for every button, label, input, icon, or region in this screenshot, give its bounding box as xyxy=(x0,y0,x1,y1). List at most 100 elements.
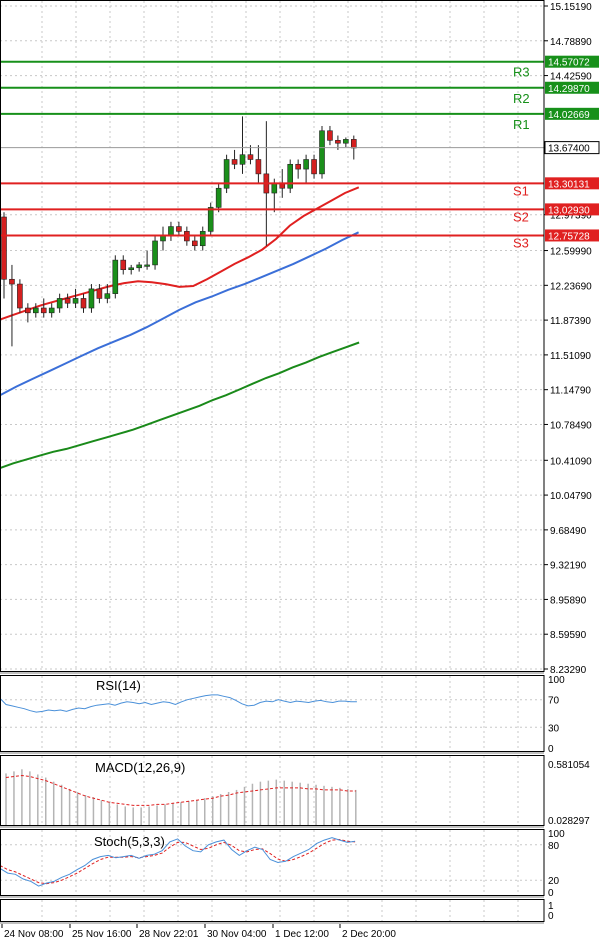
level-price-label: 13.30131 xyxy=(548,179,590,190)
time-axis: 24 Nov 08:00 25 Nov 16:00 28 Nov 22:01 30 N… xyxy=(0,672,544,940)
level-name-label: R2 xyxy=(513,91,530,106)
candle-bull xyxy=(88,288,95,309)
candle-bear xyxy=(40,307,47,314)
rsi-axis-label: 100 xyxy=(548,675,565,686)
candle-bull xyxy=(199,231,206,247)
price-axis-label: 9.68490 xyxy=(550,526,587,537)
candle-bear xyxy=(176,226,182,232)
rsi-line xyxy=(0,694,357,713)
extra-axis-label-top: 1 xyxy=(548,901,554,912)
extra-panel: 10 xyxy=(0,899,554,922)
level-price-label: 12.75728 xyxy=(548,231,590,242)
level-name-label: S3 xyxy=(513,235,529,250)
stoch-panel-frame xyxy=(0,829,545,896)
price-axis-label: 12.59990 xyxy=(550,247,592,258)
candle-bear xyxy=(192,240,198,247)
candle-bull xyxy=(56,298,63,309)
ma-mid-line xyxy=(0,231,360,397)
time-axis-label: 24 Nov 08:00 xyxy=(4,929,64,940)
macd-panel-frame xyxy=(0,755,545,826)
candle-bear xyxy=(311,159,317,175)
candle-bull xyxy=(152,240,158,266)
price-axis-label: 14.78890 xyxy=(550,37,592,48)
time-axis-label: 1 Dec 12:00 xyxy=(275,929,329,940)
level-name-label: S2 xyxy=(513,209,529,224)
price-axis-label: 11.51090 xyxy=(550,351,591,362)
rsi-panel-frame xyxy=(0,675,545,752)
level-price-label: 13.02930 xyxy=(548,205,590,216)
price-axis-label: 8.95890 xyxy=(550,595,587,606)
level-price-label: 14.57072 xyxy=(548,58,590,69)
macd-signal-line xyxy=(5,774,356,806)
candle-bear xyxy=(9,278,15,285)
time-axis-label: 28 Nov 22:01 xyxy=(139,929,199,940)
price-axis-label: 8.23290 xyxy=(550,665,587,676)
candle-bull xyxy=(112,259,119,294)
rsi-axis-label: 30 xyxy=(548,723,560,734)
price-axis-label: 15.15190 xyxy=(550,2,592,13)
candle-bull xyxy=(48,307,55,314)
candle-bull xyxy=(104,293,111,299)
price-axis-label: 9.32190 xyxy=(550,561,587,572)
candle-bear xyxy=(335,140,341,144)
price-axis-label: 12.23690 xyxy=(550,281,592,292)
current-price-box xyxy=(544,141,600,155)
candle-bull xyxy=(32,307,39,314)
candle-bear xyxy=(80,298,87,309)
candle-bear xyxy=(350,139,357,149)
stoch-axis-label: 80 xyxy=(548,841,560,852)
price-axis-label: 11.14790 xyxy=(550,386,591,397)
candle-bear xyxy=(231,159,238,165)
candle-bear xyxy=(295,163,301,170)
stoch-signal-line xyxy=(0,838,356,885)
stoch-axis-label: 0 xyxy=(548,888,554,899)
stoch-axis-label: 100 xyxy=(548,829,565,840)
level-price-box xyxy=(545,107,599,120)
level-price-box xyxy=(545,55,599,68)
price-axis-label: 10.78490 xyxy=(550,420,592,431)
candle-bear xyxy=(120,259,127,270)
candle-bull xyxy=(303,159,309,170)
candle-bear xyxy=(327,130,333,141)
ma-slow-line xyxy=(0,341,360,469)
price-axis-label: 12.97390 xyxy=(550,211,592,222)
level-price-box xyxy=(545,229,599,242)
level-price-label: 14.02669 xyxy=(548,110,590,121)
candle-bear xyxy=(17,283,23,309)
level-name-label: S1 xyxy=(513,183,529,198)
macd-panel: 0.581054 0.028297 MACD(12,26,9) xyxy=(0,755,590,827)
candle-bull xyxy=(319,130,325,175)
candle-bull xyxy=(215,187,222,208)
stoch-axis-label: 20 xyxy=(548,876,560,887)
candle-bull xyxy=(287,163,294,189)
current-price-label: 13.67400 xyxy=(548,144,590,155)
candle-bear xyxy=(1,216,7,280)
candle-bull xyxy=(239,154,246,165)
candle-bull xyxy=(207,207,214,232)
extra-panel-frame xyxy=(0,899,545,922)
level-name-label: R1 xyxy=(513,117,530,132)
candle-bull xyxy=(160,235,166,242)
level-price-label: 14.29870 xyxy=(548,84,590,95)
rsi-axis-label: 0 xyxy=(548,744,554,755)
price-panel: 15.15190 14.78890 14.42590 12.97390 12.59990… xyxy=(0,0,600,676)
candle-bull xyxy=(136,264,142,269)
rsi-title: RSI(14) xyxy=(96,678,141,693)
stoch-title: Stoch(5,3,3) xyxy=(94,834,165,849)
candle-bear xyxy=(64,298,71,304)
rsi-panel: 100 70 30 0 RSI(14) xyxy=(0,675,565,755)
stoch-main-line xyxy=(0,837,356,887)
level-price-box xyxy=(545,81,599,94)
candle-bull xyxy=(343,139,349,144)
price-axis-label: 11.87390 xyxy=(550,316,591,327)
price-axis-label: 10.41090 xyxy=(550,456,592,467)
macd-axis-label-bottom: 0.028297 xyxy=(548,816,590,827)
time-axis-label: 30 Nov 04:00 xyxy=(207,929,267,940)
macd-axis-label-top: 0.581054 xyxy=(548,760,590,771)
level-price-box xyxy=(545,203,599,216)
extra-axis-label-bottom: 0 xyxy=(548,911,554,922)
candle-bull xyxy=(144,264,150,267)
level-price-box xyxy=(545,177,599,190)
